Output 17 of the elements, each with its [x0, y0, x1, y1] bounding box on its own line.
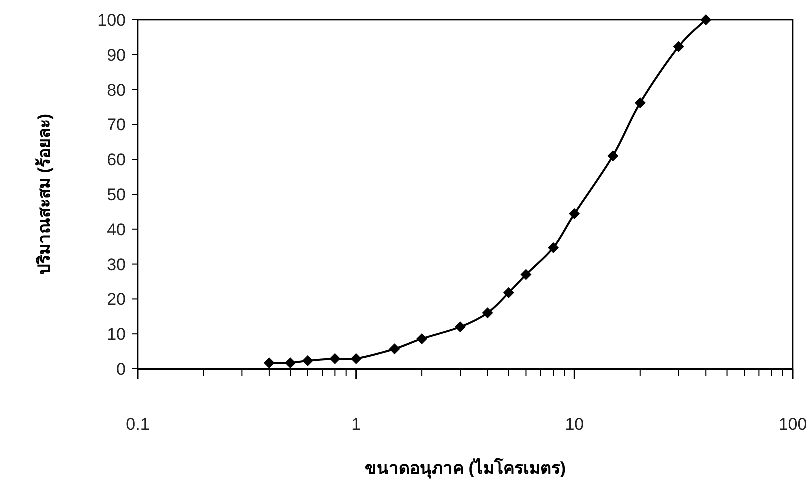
y-tick-label: 0: [116, 360, 126, 379]
x-tick-label: 1: [352, 415, 362, 434]
y-tick-label: 10: [107, 325, 126, 344]
x-tick-label: 100: [778, 415, 808, 434]
y-tick-label: 40: [107, 220, 126, 240]
y-tick-label: 80: [107, 80, 126, 100]
x-tick-label: 10: [565, 415, 584, 434]
y-tick-label: 90: [107, 46, 126, 65]
y-axis-title: ปริมาณสะสม (ร้อยละ): [35, 114, 54, 276]
x-axis-title: ขนาดอนุภาค (ไมโครเมตร): [364, 458, 566, 479]
y-tick-label: 60: [107, 150, 126, 170]
y-tick-label: 50: [107, 186, 126, 204]
y-tick-label: 70: [107, 116, 126, 135]
y-tick-label: 100: [98, 11, 126, 30]
y-tick-label: 30: [107, 255, 126, 274]
x-tick-label: 0.1: [126, 415, 150, 434]
y-tick-label: 20: [107, 290, 126, 310]
